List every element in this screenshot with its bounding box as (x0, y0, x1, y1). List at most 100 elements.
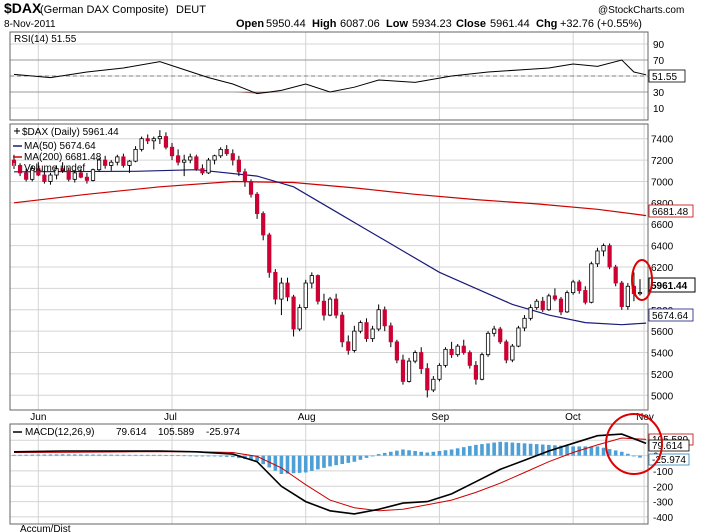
macd-histogram-bar (601, 447, 606, 456)
candle-body (516, 327, 521, 347)
macd-tag: 79.614 (652, 441, 683, 452)
price-tick-label: 5000 (651, 391, 674, 402)
candle-body (42, 174, 47, 182)
macd-histogram-bar (230, 455, 235, 458)
macd-histogram-bar (291, 455, 296, 474)
candle-body (382, 309, 387, 327)
month-label: Oct (565, 412, 581, 423)
hist-tag-box (648, 453, 690, 466)
low-label: Low (386, 18, 408, 30)
macd-histogram-bar (480, 444, 484, 456)
candle-body (224, 148, 229, 155)
candle-body (133, 148, 138, 162)
macd-histogram-bar (273, 455, 278, 471)
candle-body (467, 352, 472, 366)
candle-body (534, 300, 539, 309)
macd-histogram-bar (66, 454, 71, 456)
candle-body (182, 159, 187, 163)
macd-histogram-bar (328, 455, 332, 467)
candle-body (498, 328, 503, 343)
macd-histogram-bar (571, 446, 575, 456)
price-axis: 7400720070006800660064006200600058005600… (651, 135, 674, 403)
chart-name: (German DAX Composite) (40, 4, 168, 16)
candle-body (528, 307, 533, 319)
candle-body (175, 155, 181, 163)
macd-histogram-bar (419, 451, 424, 456)
candle-body (376, 309, 381, 330)
macd-histogram-bar (455, 448, 460, 456)
macd-histogram-bar (182, 455, 186, 457)
candle-body (546, 295, 551, 311)
price-tick-label: 6200 (651, 263, 674, 274)
macd-histogram-bar (255, 455, 259, 461)
candle-body (370, 328, 375, 340)
candle-body (163, 136, 169, 148)
candle-body (504, 341, 509, 361)
macd-tick-label: -200 (653, 482, 673, 493)
macd-histogram-bar (212, 455, 217, 457)
candle-body (255, 193, 260, 214)
candle-body (109, 161, 114, 166)
candle-body (406, 360, 412, 382)
candle-body (564, 292, 570, 313)
close-value: 5961.44 (490, 18, 530, 30)
macd-histogram-bar (42, 454, 47, 456)
candle-body (321, 300, 327, 316)
price-panel-frame (9, 123, 649, 411)
macd-tag-box (648, 439, 690, 452)
candle-body (121, 156, 126, 166)
macd-histogram-bar (358, 455, 363, 460)
macd-histogram-bar (24, 454, 28, 456)
price-tick-label: 7000 (651, 177, 674, 188)
macd-legend-value: 79.614 (116, 427, 147, 438)
macd-histogram-bar (206, 455, 211, 457)
candle-body (36, 168, 41, 176)
macd-histogram-bar (437, 451, 442, 456)
legend-volume: Volume undef (24, 163, 85, 174)
macd-histogram-bar (449, 449, 454, 456)
month-label: Jul (164, 412, 177, 423)
macd-histogram-bar (528, 443, 533, 456)
macd-legend-signal: 105.589 (158, 427, 195, 438)
macd-histogram-bar (85, 454, 89, 456)
candle-body (552, 295, 558, 300)
candle-body (90, 169, 96, 181)
macd-histogram-bar (619, 451, 624, 456)
candle-body (540, 300, 545, 311)
candle-body (364, 322, 369, 340)
rsi-tick-label: 70 (653, 56, 665, 67)
macd-histogram-bar (443, 450, 448, 456)
macd-histogram-bar (346, 455, 351, 463)
macd-histogram-bar (638, 455, 642, 458)
candle-body (267, 234, 272, 273)
candle-body (352, 330, 357, 351)
macd-histogram-bar (60, 454, 65, 456)
macd-histogram-bar (310, 455, 314, 471)
macd-histogram-bar (103, 454, 107, 456)
candle-body (139, 138, 144, 150)
candle-body (431, 378, 436, 391)
macd-histogram-bar (79, 454, 83, 456)
month-label: Jun (30, 412, 46, 423)
candle-body (425, 368, 430, 391)
candle-body (297, 307, 302, 330)
macd-histogram-bar (267, 455, 272, 468)
macd-histogram-bar (97, 454, 101, 456)
macd-histogram-bar (18, 454, 22, 456)
close-tag-box (648, 277, 696, 293)
candle-body (115, 156, 120, 163)
macd-histogram-bar (607, 449, 612, 456)
price-tick-label: 6600 (651, 220, 674, 231)
month-label: Aug (298, 412, 316, 423)
legend-main: $DAX (Daily) 5961.44 (22, 127, 119, 138)
candle-body (48, 174, 53, 182)
candle-body (30, 168, 35, 180)
open-label: Open (236, 18, 264, 30)
macd-histogram-bar (115, 454, 120, 456)
candle-body (273, 271, 278, 300)
macd-histogram-bar (72, 454, 77, 456)
open-value: 5950.44 (266, 18, 306, 30)
candle-body (303, 282, 308, 309)
close-label: Close (456, 18, 486, 30)
candle-body (492, 328, 497, 334)
